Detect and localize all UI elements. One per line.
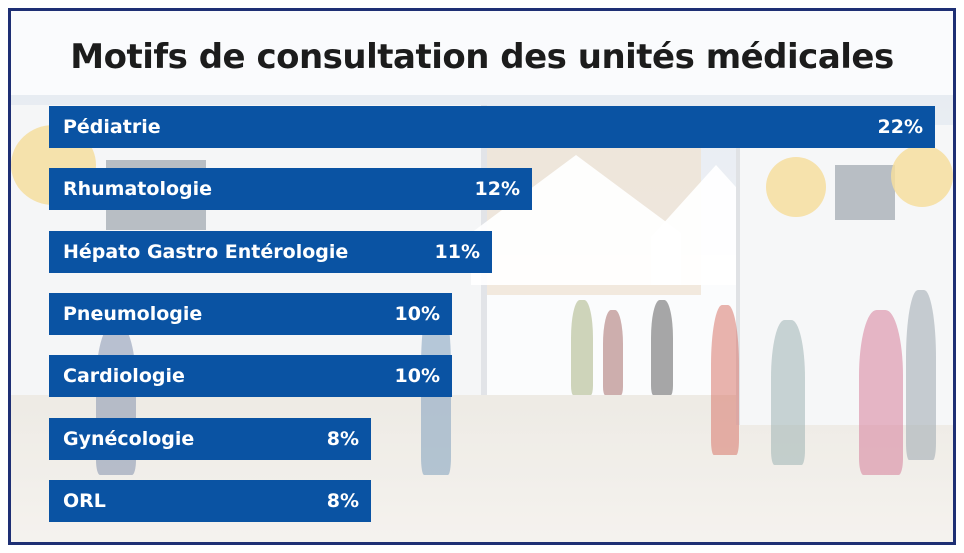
photo-logo-right (891, 145, 953, 207)
bar-label: ORL (63, 490, 106, 512)
bar: Hépato Gastro Entérologie 11% (49, 231, 492, 273)
bar-value-label: 11% (434, 241, 480, 263)
photo-person (859, 310, 903, 475)
bar-value-label: 12% (474, 178, 520, 200)
bar: Gynécologie 8% (49, 418, 371, 460)
bar-value-label: 10% (394, 365, 440, 387)
bar-chart: Pédiatrie 22% Rhumatologie 12% Hépato Gastro… (11, 11, 953, 542)
photo-person (771, 320, 805, 465)
photo-logo-right (766, 157, 826, 217)
bar-value-label: 10% (394, 303, 440, 325)
photo-person (906, 290, 936, 460)
photo-truck-window (835, 165, 895, 220)
bar: Pneumologie 10% (49, 293, 452, 335)
bar-label: Rhumatologie (63, 178, 213, 200)
bar: Rhumatologie 12% (49, 168, 532, 210)
photo-person (651, 300, 673, 395)
bar-label: Pneumologie (63, 303, 203, 325)
photo-person (571, 300, 593, 395)
bar-value-label: 8% (326, 428, 359, 450)
bar-value-label: 22% (877, 116, 923, 138)
photo-person (711, 305, 739, 455)
bar: Cardiologie 10% (49, 355, 452, 397)
chart-title: Motifs de consultation des unités médica… (70, 37, 894, 77)
photo-person (603, 310, 623, 395)
bar-label: Gynécologie (63, 428, 195, 450)
bar-label: Hépato Gastro Entérologie (63, 241, 349, 263)
bar-value-label: 8% (326, 490, 359, 512)
bar-label: Cardiologie (63, 365, 185, 387)
bar-label: Pédiatrie (63, 116, 161, 138)
bar: Pédiatrie 22% (49, 106, 935, 148)
chart-frame: Motifs de consultation des unités médica… (8, 8, 956, 545)
bar: ORL 8% (49, 480, 371, 522)
